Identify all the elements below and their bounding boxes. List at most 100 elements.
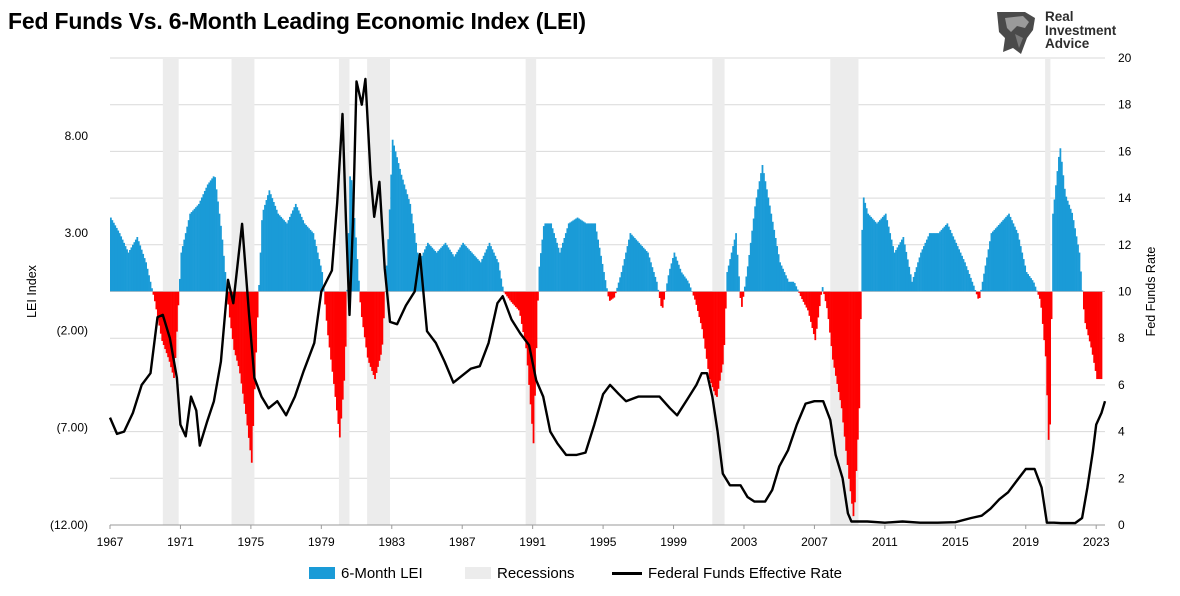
lei-bar bbox=[754, 206, 757, 292]
lei-bar bbox=[520, 291, 523, 324]
lei-bar bbox=[977, 291, 980, 299]
lei-bar bbox=[1000, 221, 1003, 292]
lei-bar bbox=[934, 233, 937, 292]
lei-bar bbox=[892, 246, 894, 292]
lei-bar bbox=[466, 247, 469, 292]
lei-bar bbox=[268, 190, 271, 292]
lei-bar bbox=[606, 288, 608, 292]
lei-bar bbox=[871, 218, 874, 292]
fed-funds-line-layer bbox=[108, 77, 1107, 525]
lei-bar bbox=[939, 231, 941, 292]
lei-bar bbox=[912, 276, 915, 292]
lei-bar bbox=[409, 203, 412, 292]
lei-bar bbox=[139, 245, 142, 292]
lei-bar bbox=[936, 233, 938, 292]
lei-bar bbox=[965, 266, 968, 292]
lei-bar bbox=[833, 291, 836, 368]
lei-bar bbox=[950, 233, 953, 292]
lei-bar bbox=[746, 266, 749, 292]
legend-label-lei: 6-Month LEI bbox=[341, 564, 423, 582]
lei-bar bbox=[613, 291, 616, 298]
lei-bar bbox=[312, 233, 315, 292]
lei-bar bbox=[641, 246, 644, 292]
lei-bar bbox=[975, 291, 978, 295]
lei-bar bbox=[652, 272, 655, 292]
lei-bar bbox=[617, 282, 620, 292]
lei-bar bbox=[218, 213, 221, 292]
lei-bar bbox=[592, 223, 595, 292]
lei-bar bbox=[253, 291, 256, 390]
lei-bar bbox=[349, 176, 351, 292]
lei-bar bbox=[456, 251, 459, 292]
lei-bar bbox=[739, 291, 742, 298]
lei-bar bbox=[509, 291, 511, 301]
lei-bar bbox=[391, 139, 394, 292]
lei-bar bbox=[846, 291, 849, 466]
lei-bar bbox=[544, 223, 547, 292]
chart-title: Fed Funds Vs. 6-Month Leading Economic I… bbox=[8, 8, 586, 34]
lei-bar bbox=[1074, 228, 1076, 292]
lei-bar bbox=[387, 239, 390, 292]
lei-bar bbox=[928, 233, 931, 292]
lei-bar bbox=[274, 205, 277, 292]
lei-bar bbox=[573, 219, 576, 292]
lei-bar bbox=[356, 259, 359, 292]
lei-bar bbox=[629, 233, 632, 292]
legend-swatch-recessions bbox=[465, 567, 491, 579]
lei-bar bbox=[510, 291, 513, 303]
lei-bar bbox=[239, 291, 241, 374]
lei-bar bbox=[397, 163, 400, 292]
lei-bar bbox=[972, 285, 975, 292]
lei-bar bbox=[676, 260, 679, 292]
lei-bar bbox=[200, 197, 203, 292]
lei-bar bbox=[547, 223, 550, 292]
lei-bar bbox=[933, 233, 936, 292]
lei-bar bbox=[165, 291, 168, 354]
lei-bar bbox=[876, 223, 878, 292]
lei-bar bbox=[673, 252, 676, 292]
lei-bar bbox=[311, 231, 313, 292]
lei-bar bbox=[783, 272, 786, 292]
lei-bar bbox=[336, 291, 338, 411]
lei-bar bbox=[399, 168, 401, 292]
right-axis-title: Fed Funds Rate bbox=[1144, 247, 1158, 337]
lei-bar bbox=[353, 217, 356, 292]
lei-bar bbox=[661, 291, 664, 308]
lei-bar bbox=[563, 237, 566, 292]
lei-bar bbox=[852, 291, 855, 517]
lei-bar bbox=[679, 268, 682, 292]
lei-bar bbox=[655, 281, 658, 292]
lei-bar bbox=[306, 226, 309, 292]
lei-bar bbox=[180, 252, 183, 292]
lei-bar bbox=[440, 247, 442, 292]
lei-bar bbox=[736, 254, 739, 292]
lei-bar bbox=[1011, 220, 1013, 292]
lei-bar bbox=[190, 212, 193, 292]
lei-bar bbox=[817, 291, 820, 318]
lei-bar bbox=[779, 262, 781, 292]
lei-bar bbox=[802, 291, 805, 302]
lei-bar bbox=[810, 291, 812, 322]
lei-bar bbox=[404, 189, 407, 292]
lei-bar bbox=[300, 216, 303, 292]
x-tick-label: 1971 bbox=[167, 535, 194, 549]
lei-bar bbox=[1071, 212, 1074, 292]
lei-bar bbox=[1018, 239, 1021, 292]
lei-bar bbox=[240, 291, 243, 384]
lion-head-icon bbox=[997, 12, 1035, 54]
lei-bar bbox=[195, 207, 197, 292]
x-tick-label: 1999 bbox=[660, 535, 687, 549]
lei-bar bbox=[484, 252, 486, 292]
lei-bar bbox=[639, 244, 642, 292]
lei-bar bbox=[917, 262, 919, 292]
lei-bar bbox=[1016, 233, 1019, 292]
lei-bar bbox=[751, 230, 754, 292]
legend-label-recessions: Recessions bbox=[497, 564, 575, 582]
lei-bar bbox=[290, 213, 293, 292]
lei-bar bbox=[463, 244, 466, 292]
lei-bar bbox=[727, 265, 730, 292]
lei-bar bbox=[713, 291, 715, 392]
lei-bar bbox=[130, 247, 133, 292]
lei-bar bbox=[792, 281, 795, 292]
lei-bar bbox=[619, 277, 622, 292]
